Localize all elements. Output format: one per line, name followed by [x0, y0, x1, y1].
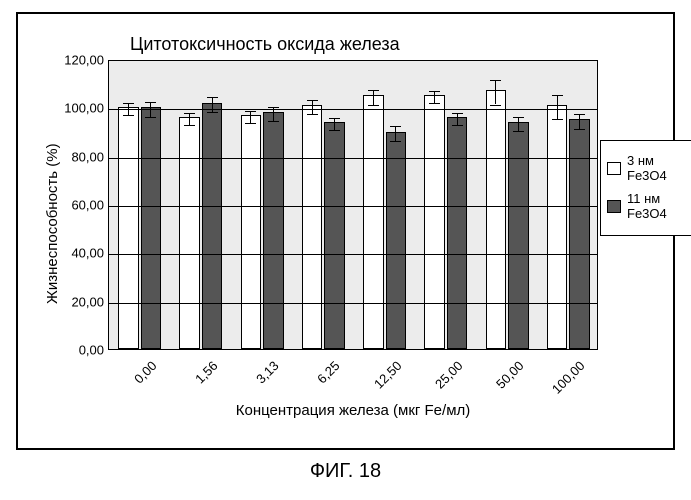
error-bar	[212, 105, 213, 112]
error-bar	[495, 80, 496, 92]
y-tick-label: 0,00	[18, 343, 104, 358]
error-cap	[145, 102, 156, 103]
error-bar	[373, 90, 374, 97]
gridline	[109, 206, 597, 207]
error-cap	[329, 118, 340, 119]
error-cap	[452, 113, 463, 114]
chart-title: Цитотоксичность оксида железа	[130, 34, 400, 55]
bar	[141, 107, 161, 349]
error-cap	[429, 91, 440, 92]
y-tick-label: 80,00	[18, 149, 104, 164]
bars-layer	[109, 61, 597, 349]
error-bar	[150, 109, 151, 116]
error-bar	[579, 114, 580, 121]
figure-caption: ФИГ. 18	[0, 460, 691, 483]
error-bar	[557, 95, 558, 107]
legend: 3 нм Fe3O4 11 нм Fe3O4	[600, 140, 691, 236]
gridline	[109, 254, 597, 255]
error-cap	[390, 141, 401, 142]
bar	[202, 103, 222, 350]
error-cap	[268, 121, 279, 122]
error-bar	[518, 117, 519, 124]
error-bar	[312, 100, 313, 107]
error-cap	[184, 113, 195, 114]
gridline	[109, 158, 597, 159]
y-tick-label: 120,00	[18, 53, 104, 68]
gridline	[109, 109, 597, 110]
error-cap	[184, 125, 195, 126]
error-cap	[513, 131, 524, 132]
error-bar	[273, 107, 274, 114]
error-cap	[390, 126, 401, 127]
bar	[363, 95, 383, 349]
y-tick-label: 100,00	[18, 101, 104, 116]
error-bar	[395, 126, 396, 133]
plot-area	[108, 60, 598, 350]
error-bar	[373, 97, 374, 104]
legend-item: 3 нм Fe3O4	[607, 153, 691, 183]
error-bar	[495, 92, 496, 104]
error-cap	[307, 114, 318, 115]
error-cap	[207, 112, 218, 113]
gridline	[109, 303, 597, 304]
error-cap	[245, 123, 256, 124]
y-tick-label: 40,00	[18, 246, 104, 261]
error-cap	[368, 105, 379, 106]
y-tick-label: 60,00	[18, 198, 104, 213]
bar	[118, 107, 138, 349]
error-cap	[329, 130, 340, 131]
error-cap	[307, 100, 318, 101]
error-cap	[207, 97, 218, 98]
bar	[241, 115, 261, 349]
error-cap	[490, 80, 501, 81]
error-bar	[212, 97, 213, 104]
error-cap	[145, 117, 156, 118]
legend-swatch	[607, 162, 621, 175]
bar	[263, 112, 283, 349]
legend-swatch	[607, 200, 621, 213]
error-bar	[579, 121, 580, 128]
error-cap	[123, 115, 134, 116]
x-axis-label: Концентрация железа (мкг Fe/мл)	[108, 402, 598, 419]
bar	[302, 105, 322, 349]
legend-label: 11 нм Fe3O4	[627, 191, 691, 221]
bar	[424, 95, 444, 349]
error-cap	[368, 90, 379, 91]
error-cap	[429, 103, 440, 104]
error-bar	[273, 114, 274, 121]
error-cap	[513, 117, 524, 118]
bar	[547, 105, 567, 349]
error-bar	[518, 124, 519, 131]
error-cap	[123, 103, 134, 104]
error-cap	[268, 107, 279, 108]
error-cap	[574, 129, 585, 130]
y-axis-label: Жизнеспособность (%)	[44, 143, 61, 304]
error-cap	[552, 95, 563, 96]
error-bar	[150, 102, 151, 109]
bar	[324, 122, 344, 349]
error-bar	[312, 107, 313, 114]
bar	[179, 117, 199, 349]
bar	[386, 132, 406, 350]
error-cap	[574, 114, 585, 115]
error-cap	[490, 105, 501, 106]
bar	[447, 117, 467, 349]
bar	[508, 122, 528, 349]
error-cap	[245, 111, 256, 112]
legend-item: 11 нм Fe3O4	[607, 191, 691, 221]
error-bar	[395, 134, 396, 141]
legend-label: 3 нм Fe3O4	[627, 153, 691, 183]
figure-frame: Цитотоксичность оксида железа 0,00 20,00 4…	[16, 12, 675, 450]
error-cap	[452, 125, 463, 126]
bar	[569, 119, 589, 349]
bar	[486, 90, 506, 349]
error-cap	[552, 119, 563, 120]
y-tick-label: 20,00	[18, 294, 104, 309]
